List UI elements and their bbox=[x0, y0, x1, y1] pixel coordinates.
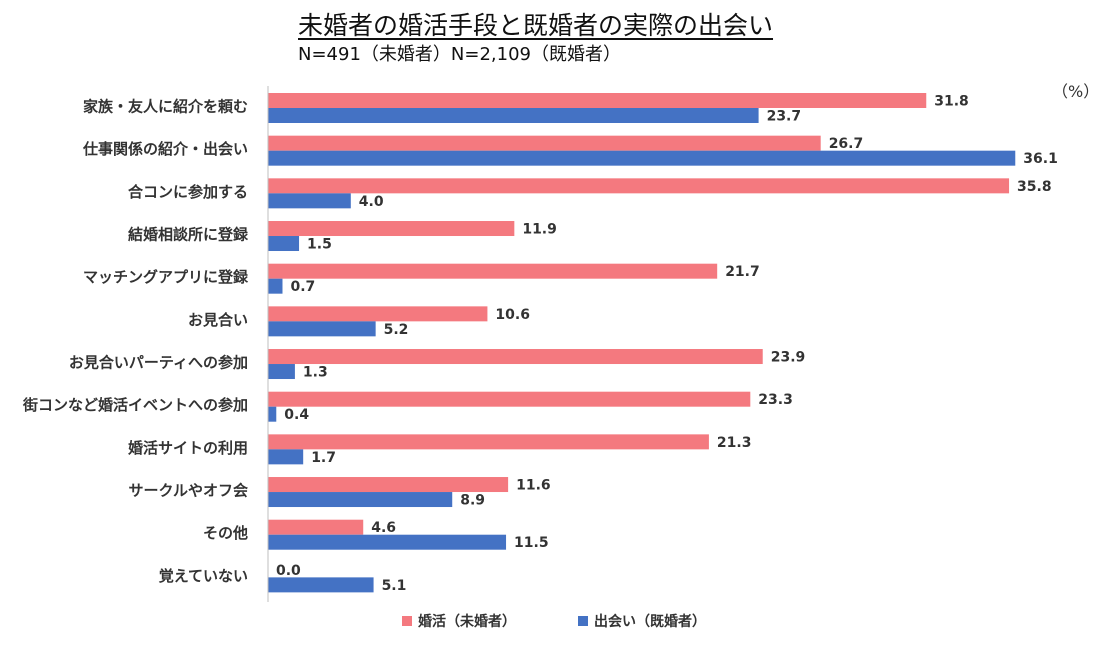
category-label: 覚えていない bbox=[159, 567, 248, 585]
chart-subtitle: N=491（未婚者）N=2,109（既婚者） bbox=[298, 44, 621, 65]
chart-title: 未婚者の婚活手段と既婚者の実際の出会い bbox=[298, 11, 774, 40]
value-label: 23.9 bbox=[771, 350, 806, 366]
bar-deai bbox=[268, 236, 300, 252]
value-label: 5.1 bbox=[382, 578, 407, 594]
value-label: 11.9 bbox=[522, 222, 557, 238]
value-label: 1.5 bbox=[307, 237, 332, 253]
unit-label: （%） bbox=[1052, 82, 1100, 101]
bar-konkatsu bbox=[268, 349, 763, 365]
bar-deai bbox=[268, 534, 507, 550]
bar-konkatsu bbox=[268, 221, 515, 237]
value-label: 8.9 bbox=[460, 493, 485, 509]
bar-konkatsu bbox=[268, 477, 509, 493]
bar-konkatsu bbox=[268, 519, 364, 535]
value-label: 0.7 bbox=[290, 279, 315, 295]
bar-konkatsu bbox=[268, 391, 751, 407]
legend-swatch-konkatsu bbox=[402, 616, 412, 626]
category-label: お見合い bbox=[188, 311, 248, 329]
value-labels: 31.8 23.7 26.7 36.1 35.8 4.0 11.9 1.5 21.7 0.7 10.… bbox=[276, 94, 1058, 594]
bar-deai bbox=[268, 150, 1016, 166]
value-label: 5.2 bbox=[384, 322, 409, 338]
value-label: 36.1 bbox=[1023, 151, 1058, 167]
value-label: 11.6 bbox=[516, 478, 551, 494]
value-label: 26.7 bbox=[829, 136, 864, 152]
legend-label: 婚活（未婚者） bbox=[418, 613, 516, 630]
value-label: 0.4 bbox=[284, 407, 309, 423]
category-label: 仕事関係の紹介・出会い bbox=[82, 140, 248, 158]
bars bbox=[268, 93, 1016, 593]
category-label: その他 bbox=[203, 524, 248, 542]
bar-deai bbox=[268, 321, 376, 337]
category-label: 街コンなど婚活イベントへの参加 bbox=[22, 396, 248, 414]
value-label: 11.5 bbox=[514, 535, 549, 551]
category-label: お見合いパーティへの参加 bbox=[69, 354, 248, 372]
bar-konkatsu bbox=[268, 135, 821, 151]
bar-deai bbox=[268, 193, 351, 209]
legend-swatch-deai bbox=[578, 616, 588, 626]
value-label: 21.3 bbox=[717, 435, 752, 451]
bar-deai bbox=[268, 449, 304, 465]
value-label: 1.7 bbox=[311, 450, 336, 466]
bar-deai bbox=[268, 492, 453, 508]
value-label: 21.7 bbox=[725, 264, 760, 280]
bar-deai bbox=[268, 364, 295, 380]
bar-deai bbox=[268, 108, 759, 123]
value-label: 23.7 bbox=[767, 109, 802, 125]
bar-konkatsu bbox=[268, 306, 488, 322]
bar-deai bbox=[268, 278, 283, 294]
value-label: 23.3 bbox=[758, 392, 793, 408]
category-labels: 家族・友人に紹介を頼む仕事関係の紹介・出会い合コンに参加する結婚相談所に登録マッ… bbox=[22, 98, 249, 585]
value-label: 4.6 bbox=[371, 520, 396, 536]
value-label: 1.3 bbox=[303, 365, 328, 381]
bar-konkatsu bbox=[268, 434, 709, 450]
value-label: 35.8 bbox=[1017, 179, 1052, 195]
bar-konkatsu bbox=[268, 263, 718, 279]
value-label: 0.0 bbox=[276, 563, 301, 579]
category-label: 結婚相談所に登録 bbox=[128, 226, 249, 244]
category-label: マッチングアプリに登録 bbox=[83, 268, 249, 286]
value-label: 31.8 bbox=[934, 94, 969, 110]
value-label: 4.0 bbox=[359, 194, 384, 210]
value-label: 10.6 bbox=[495, 307, 530, 323]
legend: 婚活（未婚者） 出会い（既婚者） bbox=[402, 613, 706, 630]
bar-deai bbox=[268, 577, 374, 593]
category-label: 合コンに参加する bbox=[127, 183, 248, 201]
bar-deai bbox=[268, 406, 277, 422]
category-label: 婚活サイトの利用 bbox=[128, 439, 248, 457]
bar-konkatsu bbox=[268, 93, 927, 108]
category-label: サークルやオフ会 bbox=[128, 482, 248, 500]
legend-label: 出会い（既婚者） bbox=[594, 613, 706, 630]
category-label: 家族・友人に紹介を頼む bbox=[83, 98, 248, 116]
bar-konkatsu bbox=[268, 178, 1010, 194]
